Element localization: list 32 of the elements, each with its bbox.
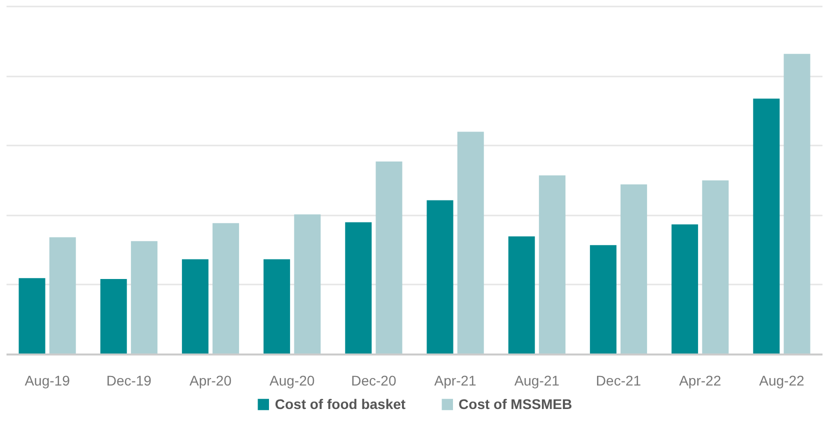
- x-tick-label: Dec-20: [351, 372, 396, 388]
- x-tick-label: Apr-20: [189, 372, 232, 388]
- bar: [508, 236, 535, 354]
- bar: [100, 279, 127, 354]
- bar: [753, 98, 780, 354]
- x-tick-label: Aug-21: [514, 372, 560, 388]
- bar: [702, 180, 729, 354]
- legend-label: Cost of food basket: [274, 396, 406, 412]
- bar: [294, 214, 321, 354]
- bar: [376, 161, 402, 354]
- bar: [784, 54, 810, 354]
- x-tick-label: Dec-19: [106, 372, 152, 388]
- x-tick-label: Aug-20: [270, 372, 315, 388]
- x-tick-label: Apr-21: [434, 372, 477, 388]
- bar: [49, 237, 76, 354]
- bar: [345, 222, 372, 354]
- bar: [426, 200, 454, 354]
- bar: [590, 245, 616, 354]
- bar: [264, 259, 290, 354]
- bar: [620, 184, 648, 354]
- bar: [457, 132, 484, 354]
- bar: [672, 224, 698, 354]
- legend-label: Cost of MSSMEB: [458, 396, 572, 412]
- x-tick-label: Apr-22: [679, 372, 722, 388]
- x-tick-label: Dec-21: [596, 372, 642, 388]
- bar: [182, 259, 208, 354]
- x-tick-label: Aug-22: [759, 372, 804, 388]
- bar: [130, 241, 158, 354]
- x-tick-label: Aug-19: [24, 372, 70, 388]
- bar: [538, 175, 566, 354]
- bar: [18, 278, 46, 354]
- bar: [212, 223, 240, 354]
